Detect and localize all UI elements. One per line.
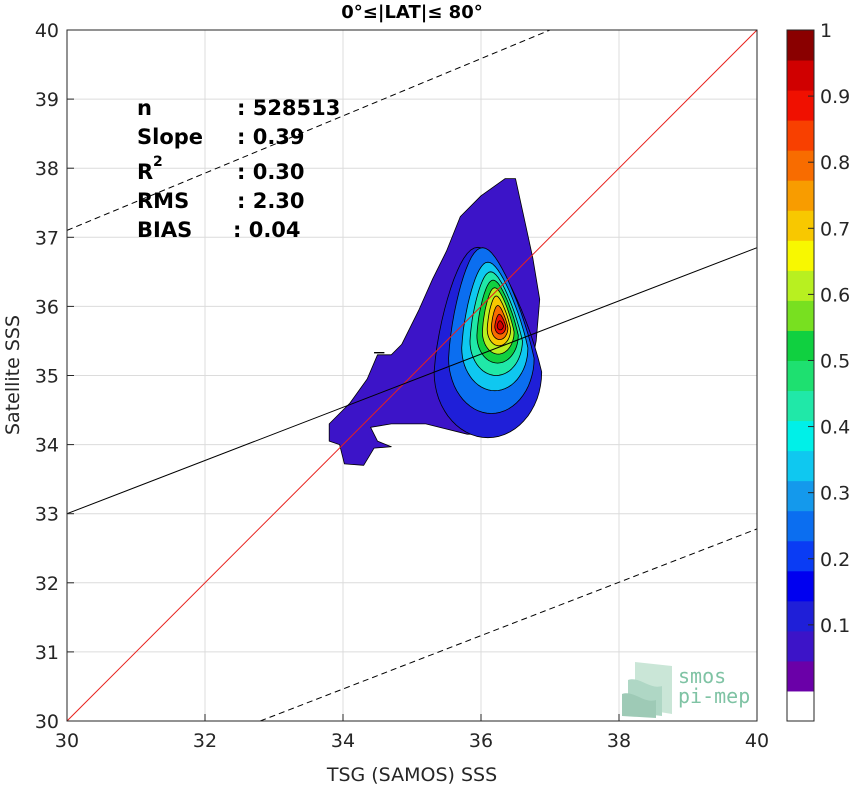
- y-tick-label: 36: [35, 296, 59, 318]
- colorbar-tick-label: 0.1: [820, 615, 850, 637]
- grid-lines: [66, 29, 758, 722]
- colorbar-bin: [787, 120, 814, 151]
- stats-box: n : 528513 Slope : 0.39 R 2 : 0.30 RMS :…: [137, 96, 340, 242]
- colorbar-bin: [787, 390, 814, 422]
- colorbar-bin: [787, 150, 814, 181]
- colorbar-tick-label: 0.8: [820, 152, 850, 174]
- colorbar-frame: [786, 29, 815, 722]
- ref-line-lower-bound: [260, 528, 758, 722]
- stat-slope-value: : 0.39: [237, 125, 305, 149]
- logo-waves-icon: [622, 662, 672, 718]
- y-axis-label: Satellite SSS: [2, 315, 24, 435]
- stat-slope-label: Slope: [137, 125, 203, 149]
- density-contours: [328, 178, 543, 466]
- x-axis-ticks: 30 32 34 36 38 40: [55, 714, 769, 752]
- colorbar-bin: [787, 30, 814, 61]
- colorbar-bin: [787, 330, 814, 361]
- colorbar-tick-label: 0.2: [820, 549, 850, 571]
- y-tick-label: 31: [35, 642, 59, 664]
- stat-r2-superscript: 2: [153, 154, 163, 170]
- y-tick-label: 35: [35, 366, 59, 388]
- colorbar-tick-label: 0.6: [820, 284, 850, 306]
- colorbar-bin: [787, 240, 814, 271]
- colorbar-bin: [787, 660, 814, 692]
- y-tick-label: 38: [35, 158, 59, 180]
- y-tick-label: 34: [35, 435, 59, 457]
- y-tick-label: 40: [35, 20, 59, 42]
- x-tick-label: 30: [55, 730, 79, 752]
- colorbar-bin: [787, 60, 814, 91]
- x-axis-label: TSG (SAMOS) SSS: [326, 764, 497, 786]
- y-tick-label: 37: [35, 227, 59, 249]
- smos-pimep-logo: smos pi-mep: [622, 662, 750, 718]
- colorbar-bin: [787, 570, 814, 602]
- colorbar-bin: [787, 540, 814, 572]
- colorbar-tick-label: 0.9: [820, 86, 850, 108]
- chart-title: 0°≤|LAT|≤ 80°: [341, 2, 482, 23]
- stat-bias-label: BIAS: [137, 218, 192, 242]
- ref-line-one-to-one: [66, 29, 758, 722]
- y-tick-label: 33: [35, 504, 59, 526]
- stat-r2-value: : 0.30: [237, 160, 305, 184]
- colorbar-bin: [787, 210, 814, 241]
- colorbar-tick-label: 0.5: [820, 350, 850, 372]
- y-tick-label: 30: [35, 711, 59, 733]
- stat-rms-value: : 2.30: [237, 189, 305, 213]
- colorbar-ticks: 0.1 0.2 0.3 0.4 0.5 0.6 0.7 0.8 0.9 1: [808, 20, 850, 637]
- colorbar-tick-label: 0.4: [820, 417, 850, 439]
- stat-n-label: n: [137, 96, 152, 120]
- ref-line-fit: [66, 247, 758, 515]
- colorbar-tick-label: 1: [820, 20, 832, 42]
- ref-line-upper-bound: [66, 29, 551, 231]
- colorbar-bin: [787, 300, 814, 331]
- colorbar-bin: [787, 600, 814, 632]
- colorbar-bin: [787, 510, 814, 542]
- reference-lines: [66, 29, 758, 722]
- stat-r2-label: R: [137, 160, 153, 184]
- colorbar-tick-label: 0.3: [820, 483, 850, 505]
- x-tick-label: 32: [193, 730, 217, 752]
- colorbar-bin: [787, 480, 814, 512]
- y-tick-label: 39: [35, 89, 59, 111]
- colorbar-bin: [787, 90, 814, 121]
- colorbar-bin: [787, 690, 814, 722]
- colorbar-bin: [787, 270, 814, 301]
- colorbar-bin: [787, 420, 814, 452]
- stat-n-value: : 528513: [237, 96, 340, 120]
- colorbar-bin: [787, 180, 814, 211]
- contour-level: [496, 320, 504, 331]
- y-axis-ticks: 30 31 32 33 34 35 36 37 38 39 40: [35, 20, 74, 733]
- x-tick-label: 38: [607, 730, 631, 752]
- stat-bias-value: : 0.04: [233, 218, 301, 242]
- colorbar-bin: [787, 360, 814, 392]
- logo-text-line2: pi-mep: [678, 684, 750, 708]
- x-tick-label: 34: [331, 730, 355, 752]
- colorbar-bin: [787, 630, 814, 662]
- colorbar-tick-label: 0.7: [820, 218, 850, 240]
- colorbar-bin: [787, 450, 814, 482]
- x-tick-label: 36: [469, 730, 493, 752]
- x-tick-label: 40: [745, 730, 769, 752]
- y-tick-label: 32: [35, 573, 59, 595]
- colorbar: [786, 29, 815, 722]
- logo-text-line1: smos: [678, 664, 726, 688]
- stat-rms-label: RMS: [137, 189, 189, 213]
